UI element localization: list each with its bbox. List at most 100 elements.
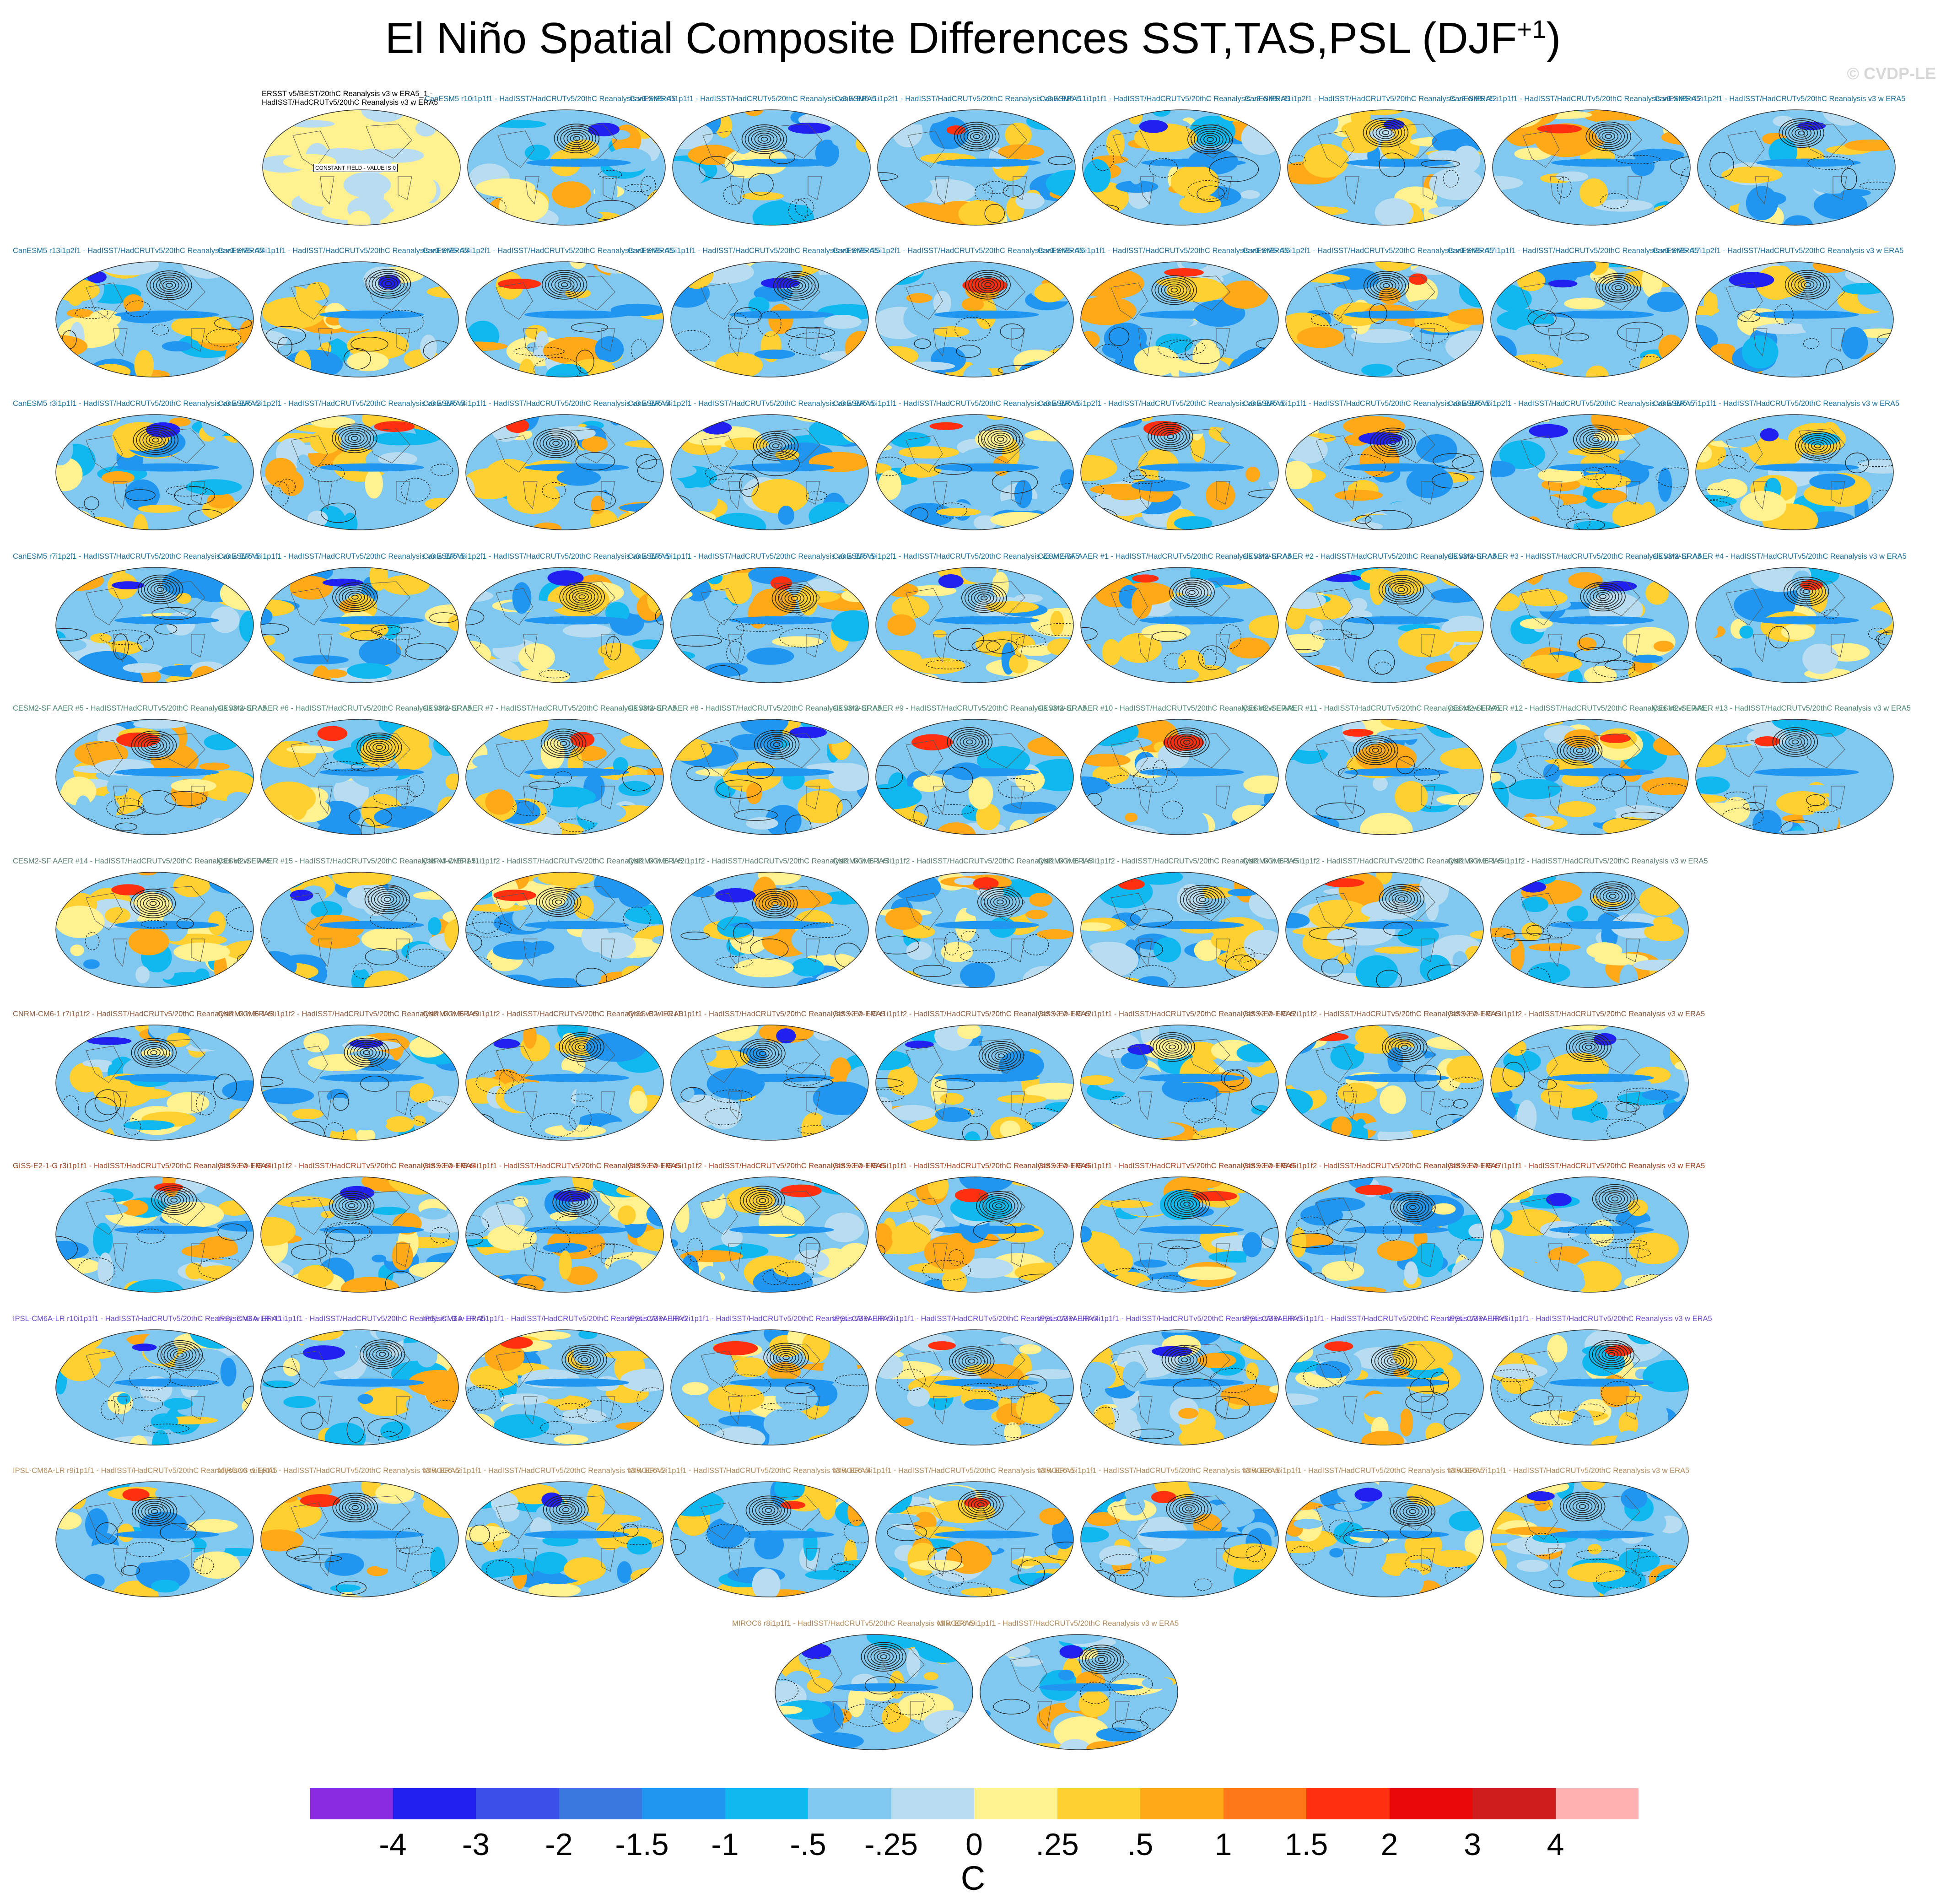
map-panel: GISS-E2-1-G r3i1p1f1 - HadISST/HadCRUTv5… xyxy=(13,1162,270,1294)
map-panel: IPSL-CM6A-LR r1i1p1f1 - HadISST/HadCRUTv… xyxy=(423,1315,687,1447)
map-panel: MIROC6 r1i1p1f1 - HadISST/HadCRUTv5/20th… xyxy=(218,1467,460,1599)
panel-label: GISS-E2-1-G r1i1p1f2 - HadISST/HadCRUTv5… xyxy=(833,1010,1090,1018)
map-panel: CNRM-CM6-1 r4i1p1f2 - HadISST/HadCRUTv5/… xyxy=(1038,858,1298,989)
title-text: El Niño Spatial Composite Differences SS… xyxy=(385,14,1517,63)
globe-map xyxy=(1080,567,1279,683)
globe-map xyxy=(260,414,459,530)
map-panel: GISS-E2-1-G r2i1p1f1 - HadISST/HadCRUTv5… xyxy=(1038,1010,1295,1142)
panel-label: IPSL-CM6A-LR r3i1p1f1 - HadISST/HadCRUTv… xyxy=(833,1315,1097,1323)
globe-map xyxy=(465,414,664,530)
globe-map xyxy=(875,414,1074,530)
panel-label: CanESM5 r1i1p2f1 - HadISST/HadCRUTv5/20t… xyxy=(835,95,1082,103)
colorbar-tick-label: 1 xyxy=(1214,1827,1232,1862)
constant-field-label: CONSTANT FIELD - VALUE IS 0 xyxy=(313,164,398,172)
map-panel: CanESM5 r1i1p2f1 - HadISST/HadCRUTv5/20t… xyxy=(835,95,1081,227)
map-panel: CanESM5 r4i1p2f1 - HadISST/HadCRUTv5/20t… xyxy=(628,400,874,532)
globe-map xyxy=(1490,1329,1689,1446)
globe-map xyxy=(1695,261,1894,378)
map-panel: CanESM5 r10i1p1f1 - HadISST/HadCRUTv5/20… xyxy=(425,95,675,227)
colorbar-tick-label: 3 xyxy=(1464,1827,1481,1862)
map-panel: CESM2-SF AAER #2 - HadISST/HadCRUTv5/20t… xyxy=(1243,553,1497,685)
map-panel: CESM2-SF AAER #9 - HadISST/HadCRUTv5/20t… xyxy=(833,705,1087,836)
colorbar-tick-label: 4 xyxy=(1547,1827,1564,1862)
panel-label-line2: HadISST/HadCRUTv5/20thC Reanalysis v3 w … xyxy=(262,98,438,107)
map-panel: CanESM5 r16i1p2f1 - HadISST/HadCRUTv5/20… xyxy=(1243,247,1493,379)
globe-map xyxy=(55,719,254,835)
panel-label: CanESM5 r9i1p1f1 - HadISST/HadCRUTv5/20t… xyxy=(628,552,875,561)
panel-label: CanESM5 r10i1p1f1 - HadISST/HadCRUTv5/20… xyxy=(425,95,676,103)
panel-label: GISS-E2-1-G r6i1p1f2 - HadISST/HadCRUTv5… xyxy=(1243,1162,1500,1170)
figure-title: El Niño Spatial Composite Differences SS… xyxy=(0,12,1946,65)
map-panel: CanESM5 r6i1p1f1 - HadISST/HadCRUTv5/20t… xyxy=(1243,400,1489,532)
globe-map xyxy=(55,261,254,378)
panel-label: GISS-E2-1-G r1i1p1f1 - HadISST/HadCRUTv5… xyxy=(628,1010,885,1018)
colorbar-swatch xyxy=(808,1788,891,1819)
map-panel: CESM2-SF AAER #6 - HadISST/HadCRUTv5/20t… xyxy=(218,705,472,836)
globe-map xyxy=(875,1481,1074,1597)
globe-map xyxy=(875,1176,1074,1293)
map-panel: CanESM5 r9i1p2f1 - HadISST/HadCRUTv5/20t… xyxy=(833,553,1079,685)
colorbar-tick-label: -.5 xyxy=(790,1827,826,1862)
panel-label: MIROC6 r6i1p1f1 - HadISST/HadCRUTv5/20th… xyxy=(1243,1467,1485,1475)
colorbar-tick-label: .5 xyxy=(1127,1827,1154,1862)
map-panel: CanESM5 r15i1p2f1 - HadISST/HadCRUTv5/20… xyxy=(833,247,1084,379)
panel-label: CESM2-SF AAER #2 - HadISST/HadCRUTv5/20t… xyxy=(1243,552,1497,561)
panel-label: CanESM5 r9i1p2f1 - HadISST/HadCRUTv5/20t… xyxy=(833,552,1080,561)
map-panel: CESM2-SF AAER #7 - HadISST/HadCRUTv5/20t… xyxy=(423,705,677,836)
map-panel: CanESM5 r7i1p1f1 - HadISST/HadCRUTv5/20t… xyxy=(1653,400,1899,532)
colorbar-swatch xyxy=(310,1788,393,1819)
map-panel: IPSL-CM6A-LR r9i1p1f1 - HadISST/HadCRUTv… xyxy=(13,1467,277,1599)
globe-map xyxy=(465,719,664,835)
globe-map xyxy=(465,1176,664,1293)
panel-label: CESM2-SF AAER #13 - HadISST/HadCRUTv5/20… xyxy=(1653,704,1911,712)
map-panel: CESM2-SF AAER #14 - HadISST/HadCRUTv5/20… xyxy=(13,858,271,989)
map-panel: MIROC6 r9i1p1f1 - HadISST/HadCRUTv5/20th… xyxy=(937,1620,1180,1752)
panel-label: CanESM5 r5i1p1f1 - HadISST/HadCRUTv5/20t… xyxy=(833,399,1080,408)
map-panel: IPSL-CM6A-LR r4i1p1f1 - HadISST/HadCRUTv… xyxy=(1038,1315,1302,1447)
globe-map xyxy=(1285,1329,1484,1446)
map-panel: GISS-E2-1-G r1i1p1f1 - HadISST/HadCRUTv5… xyxy=(628,1010,885,1142)
panel-label: IPSL-CM6A-LR r11i1p1f1 - HadISST/HadCRUT… xyxy=(218,1315,486,1323)
panel-label: CESM2-SF AAER #11 - HadISST/HadCRUTv5/20… xyxy=(1243,704,1500,712)
globe-map xyxy=(465,1329,664,1446)
panel-label: CanESM5 r7i1p2f1 - HadISST/HadCRUTv5/20t… xyxy=(13,552,260,561)
globe-map xyxy=(875,719,1074,835)
panel-label: CanESM5 r11i1p2f1 - HadISST/HadCRUTv5/20… xyxy=(1245,95,1495,103)
panel-label: CanESM5 r15i1p2f1 - HadISST/HadCRUTv5/20… xyxy=(833,247,1084,255)
panel-label: CESM2-SF AAER #12 - HadISST/HadCRUTv5/20… xyxy=(1448,704,1706,712)
globe-map xyxy=(672,109,871,226)
map-panel: IPSL-CM6A-LR r11i1p1f1 - HadISST/HadCRUT… xyxy=(218,1315,486,1447)
globe-map xyxy=(875,1025,1074,1141)
panel-label: CESM2-SF AAER #5 - HadISST/HadCRUTv5/20t… xyxy=(13,704,267,712)
globe-map xyxy=(877,109,1076,226)
map-panel: GISS-E2-1-G r3i1p1f2 - HadISST/HadCRUTv5… xyxy=(1448,1010,1705,1142)
globe-map xyxy=(1080,1329,1279,1446)
panel-label: CESM2-SF AAER #9 - HadISST/HadCRUTv5/20t… xyxy=(833,704,1087,712)
colorbar-swatch xyxy=(1140,1788,1224,1819)
globe-map xyxy=(875,872,1074,988)
globe-map xyxy=(1080,719,1279,835)
map-panel: GISS-E2-1-G r6i1p1f1 - HadISST/HadCRUTv5… xyxy=(1038,1162,1295,1294)
globe-map xyxy=(55,1329,254,1446)
globe-map xyxy=(1695,414,1894,530)
map-panel: CESM2-SF AAER #15 - HadISST/HadCRUTv5/20… xyxy=(218,858,476,989)
globe-map xyxy=(465,1025,664,1141)
map-panel: CESM2-SF AAER #12 - HadISST/HadCRUTv5/20… xyxy=(1448,705,1706,836)
panel-label: CNRM-CM6-1 r9i1p1f2 - HadISST/HadCRUTv5/… xyxy=(423,1010,683,1018)
panel-label: CNRM-CM6-1 r5i1p1f2 - HadISST/HadCRUTv5/… xyxy=(1243,857,1503,865)
map-panel: CESM2-SF AAER #1 - HadISST/HadCRUTv5/20t… xyxy=(1038,553,1292,685)
map-panel: CanESM5 r12i1p1f1 - HadISST/HadCRUTv5/20… xyxy=(1450,95,1700,227)
panel-label: CNRM-CM6-1 r6i1p1f2 - HadISST/HadCRUTv5/… xyxy=(1448,857,1708,865)
globe-map xyxy=(1490,261,1689,378)
globe-map xyxy=(1285,261,1484,378)
globe-map xyxy=(1490,872,1689,988)
map-panel: CESM2-SF AAER #10 - HadISST/HadCRUTv5/20… xyxy=(1038,705,1296,836)
colorbar-swatch xyxy=(559,1788,642,1819)
globe-map xyxy=(1285,1176,1484,1293)
map-panel: CESM2-SF AAER #8 - HadISST/HadCRUTv5/20t… xyxy=(628,705,882,836)
globe-map xyxy=(1287,109,1486,226)
map-panel: GISS-E2-1-G r4i1p1f1 - HadISST/HadCRUTv5… xyxy=(423,1162,680,1294)
panel-label: GISS-E2-1-G r4i1p1f2 - HadISST/HadCRUTv5… xyxy=(218,1162,475,1170)
panel-label: CanESM5 r3i1p2f1 - HadISST/HadCRUTv5/20t… xyxy=(218,399,465,408)
map-panel: CanESM5 r11i1p2f1 - HadISST/HadCRUTv5/20… xyxy=(1245,95,1495,227)
